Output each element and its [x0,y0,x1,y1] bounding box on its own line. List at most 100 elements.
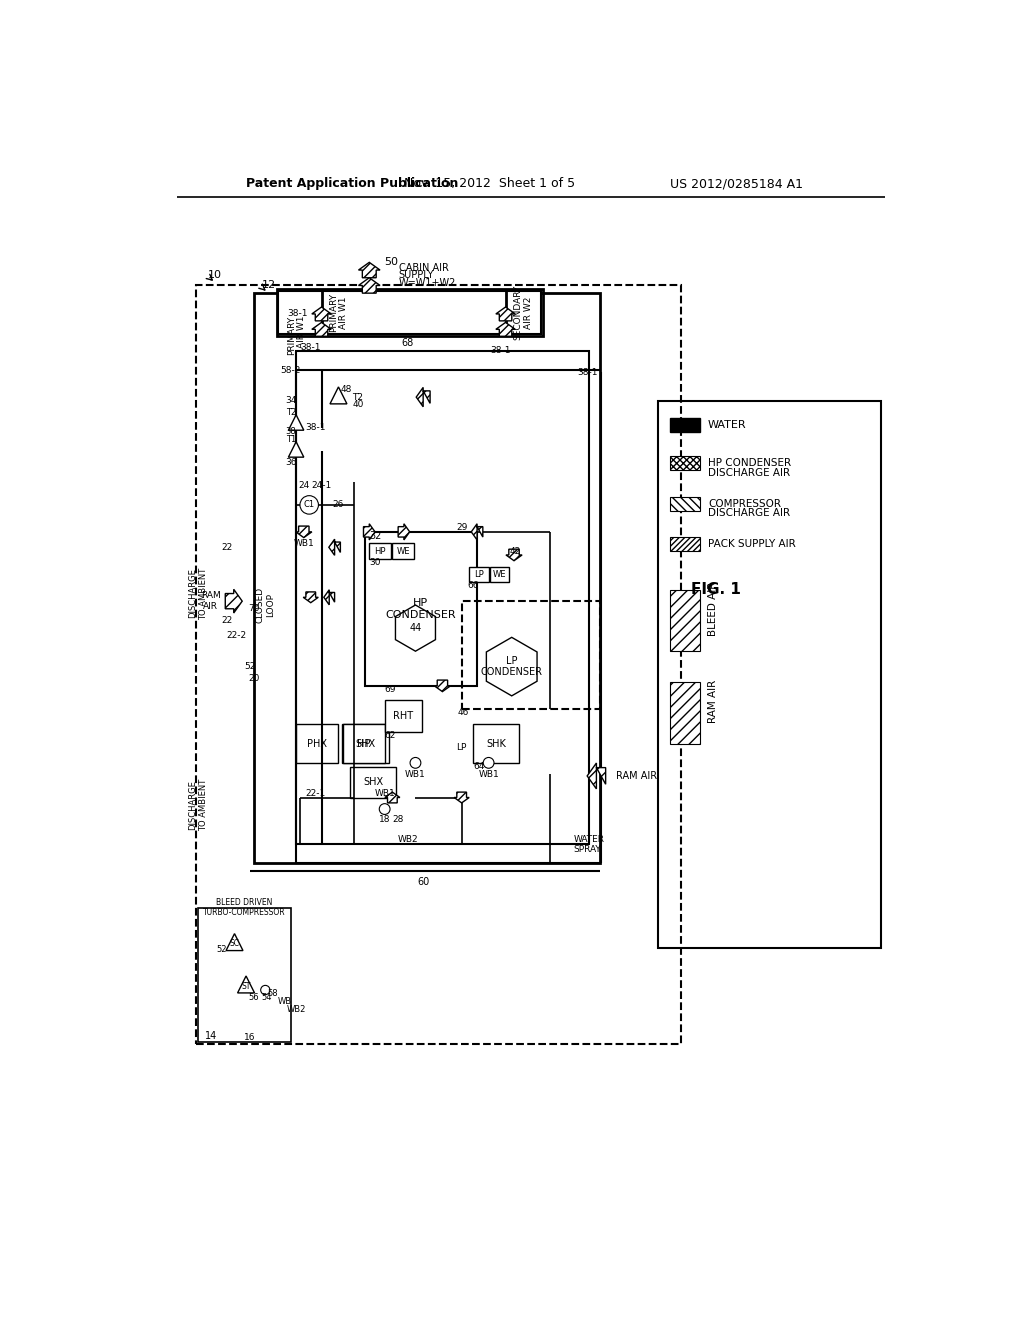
Text: CABIN AIR: CABIN AIR [398,263,449,273]
Text: 10: 10 [208,271,221,280]
Text: 20: 20 [248,673,259,682]
Polygon shape [506,549,522,561]
Text: 38-1: 38-1 [578,368,598,378]
Text: LP
CONDENSER: LP CONDENSER [480,656,543,677]
Text: 38-1: 38-1 [287,309,307,318]
Circle shape [483,758,494,768]
Bar [670,590,700,651]
Text: 36: 36 [285,458,297,467]
Text: 14: 14 [205,1031,217,1041]
Text: 46: 46 [458,709,469,717]
Bar [296,351,589,843]
Bar [196,285,681,1044]
Text: 68: 68 [401,338,414,348]
Text: RAM
AIR: RAM AIR [201,591,220,611]
Text: BLEED AIR: BLEED AIR [708,582,718,636]
Text: 22: 22 [221,616,232,624]
Text: 18: 18 [379,814,390,824]
Polygon shape [385,792,400,803]
Text: SUPPLY: SUPPLY [398,271,434,280]
Text: 66: 66 [468,581,479,590]
Bar [254,293,600,863]
Bar [658,401,882,948]
Bar [279,290,541,334]
Polygon shape [303,591,318,603]
Bar [462,601,600,709]
Bar [350,767,396,797]
Bar [370,544,391,558]
Text: HP: HP [357,739,371,748]
Text: 40: 40 [352,400,364,409]
Text: SPRAY: SPRAY [573,845,601,854]
Text: BLEED DRIVEN
TURBO-COMPRESSOR: BLEED DRIVEN TURBO-COMPRESSOR [203,898,286,917]
Bar [469,566,488,582]
Polygon shape [312,308,331,321]
Bar [670,537,700,552]
Text: PRIMARY
AIR W1: PRIMARY AIR W1 [287,315,306,355]
Text: 42: 42 [510,546,521,556]
Polygon shape [486,638,537,696]
Circle shape [410,758,421,768]
Polygon shape [454,792,469,803]
Text: 38: 38 [286,428,296,436]
Text: SHK: SHK [486,739,506,748]
Polygon shape [587,763,605,789]
Circle shape [379,804,390,814]
Polygon shape [496,308,515,321]
Text: 38-1: 38-1 [300,343,321,351]
Text: 64: 64 [473,762,484,771]
Text: T2: T2 [352,392,364,401]
Text: WATER: WATER [708,420,746,430]
Bar [670,682,700,743]
Polygon shape [312,322,331,337]
Text: WB1: WB1 [406,770,426,779]
Text: 69: 69 [385,685,396,694]
Bar [392,544,414,558]
Text: 34: 34 [285,396,296,405]
Text: SC: SC [229,940,240,948]
Text: 24-1: 24-1 [311,482,332,490]
Text: WE: WE [493,570,506,578]
Text: SHX: SHX [364,777,383,787]
Text: W=W1+W2: W=W1+W2 [398,279,456,288]
Text: US 2012/0285184 A1: US 2012/0285184 A1 [670,177,803,190]
Polygon shape [358,263,380,277]
Text: RHT: RHT [393,711,414,721]
Text: 54: 54 [261,993,272,1002]
Text: WB2: WB2 [287,1005,306,1014]
Text: 30: 30 [370,558,381,568]
Text: PRIMARY
AIR W1: PRIMARY AIR W1 [329,293,348,331]
Polygon shape [296,527,312,537]
Text: LP: LP [474,570,483,578]
Text: 70: 70 [248,605,259,614]
Text: 38-1: 38-1 [305,424,326,433]
Bar [385,700,422,733]
Polygon shape [289,414,304,430]
Bar [490,566,509,582]
Text: 12: 12 [261,280,275,290]
Text: 22-1: 22-1 [305,789,326,799]
Text: 22: 22 [221,543,232,552]
Text: SECONDARY
AIR W2: SECONDARY AIR W2 [514,285,532,341]
Text: 32: 32 [370,531,382,541]
Text: WATER: WATER [573,836,604,845]
Text: Nov. 15, 2012  Sheet 1 of 5: Nov. 15, 2012 Sheet 1 of 5 [403,177,575,190]
Text: 24: 24 [298,482,309,490]
Text: WB2: WB2 [397,836,418,845]
Bar [296,725,339,763]
Text: Patent Application Publication: Patent Application Publication [246,177,459,190]
Bar [670,457,700,470]
Text: FIG. 1: FIG. 1 [691,582,740,597]
Text: DISCHARGE
TO AMBIENT: DISCHARGE TO AMBIENT [188,779,208,832]
Polygon shape [398,524,410,540]
Text: 16: 16 [244,1034,256,1043]
Bar [366,532,477,686]
Text: ST: ST [242,982,251,990]
Text: 22-2: 22-2 [226,631,247,640]
Text: LP: LP [457,743,467,752]
Polygon shape [225,589,243,612]
Text: 28: 28 [393,814,404,824]
Polygon shape [324,590,335,605]
Text: 38-1: 38-1 [489,346,510,355]
Text: HP: HP [375,546,386,556]
